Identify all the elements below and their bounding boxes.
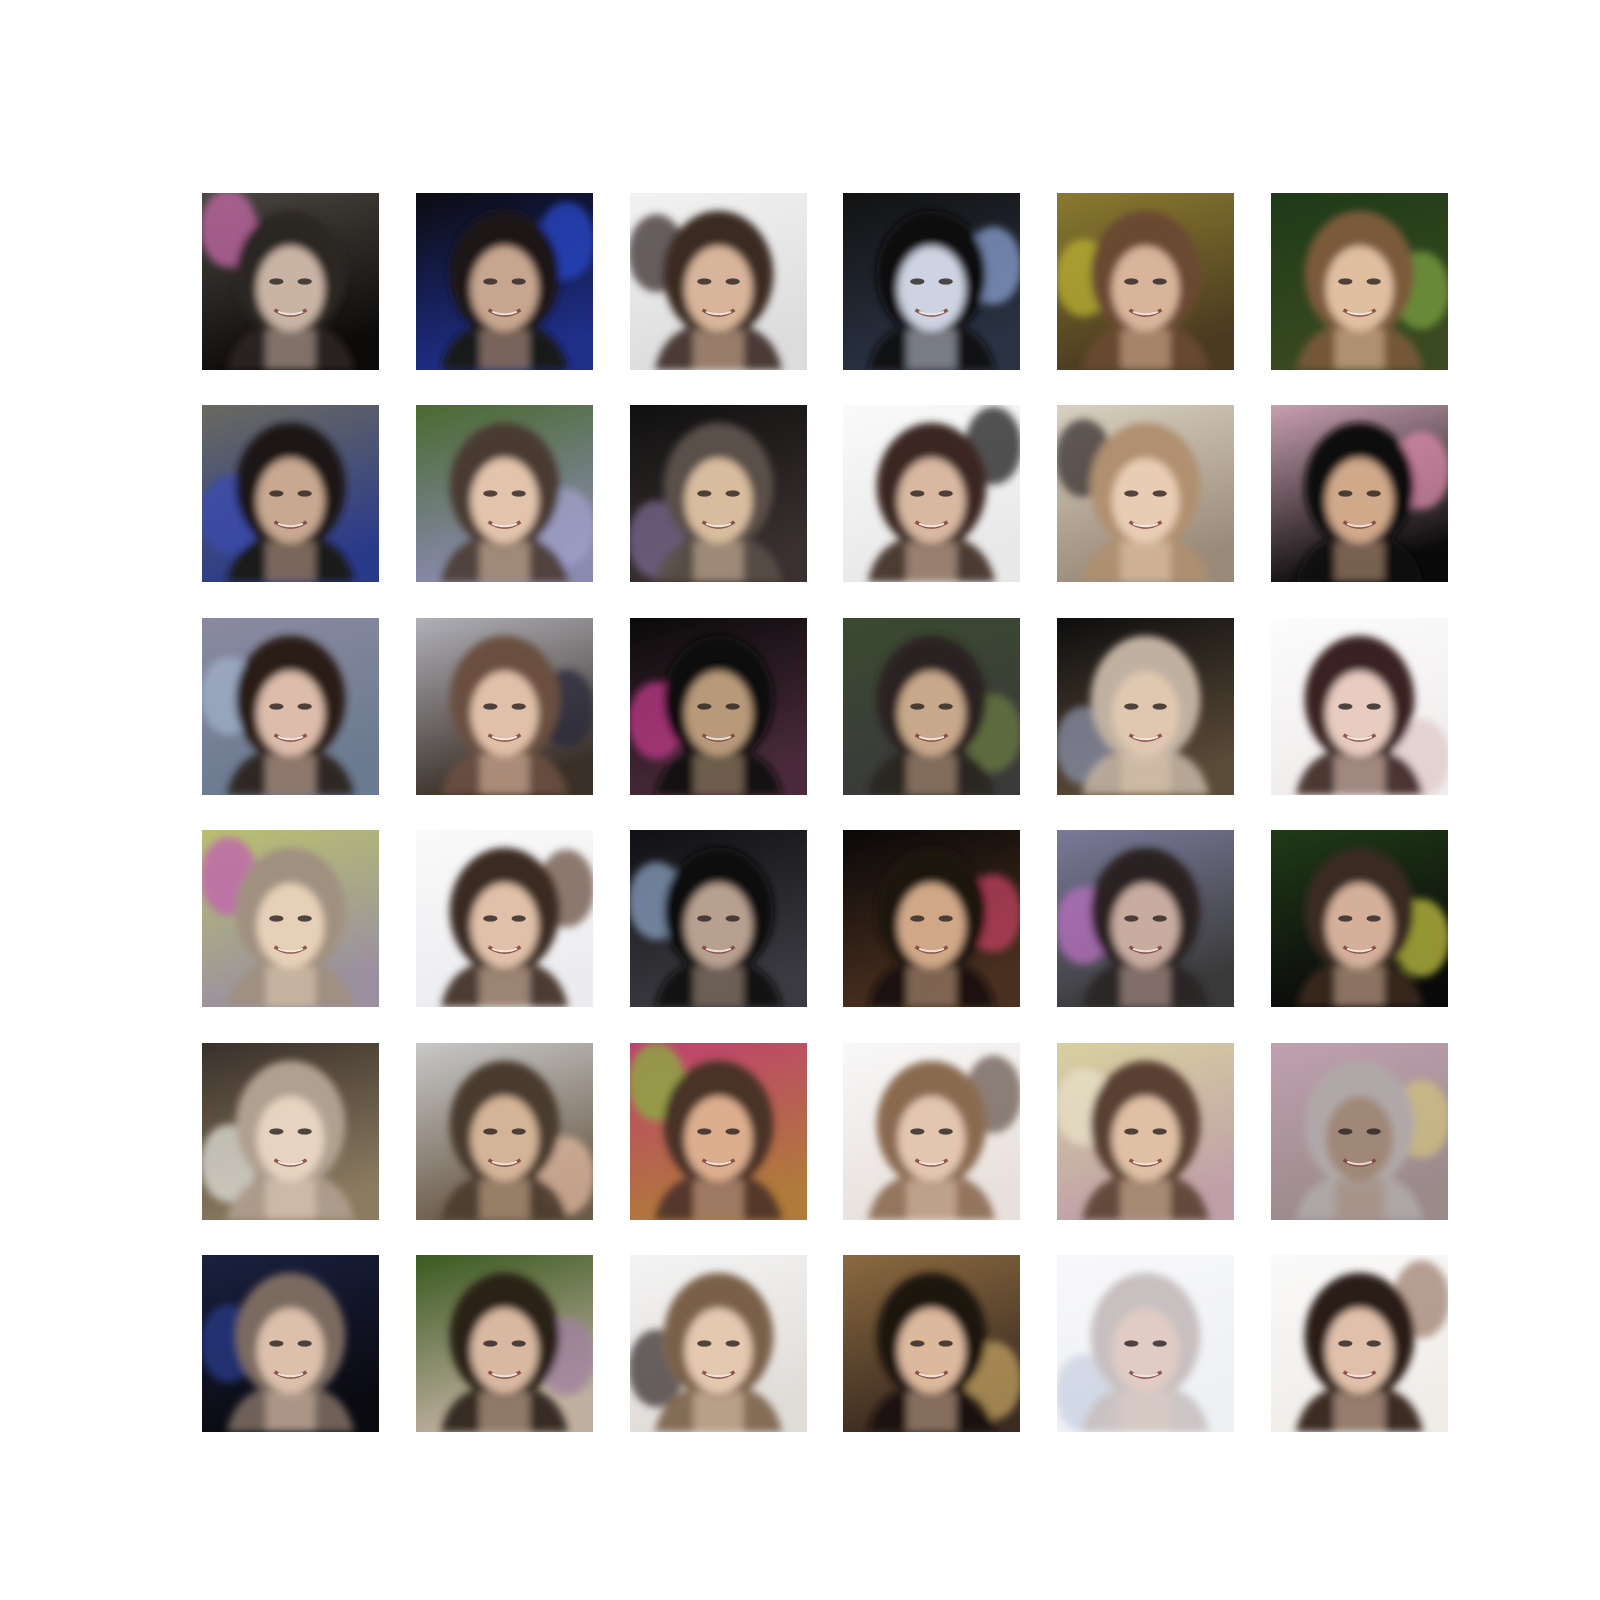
face-sample-r5-c5 [1057,1042,1235,1220]
face-sample-r1-c5 [1057,193,1235,370]
face-sample-r2-c2 [415,405,593,583]
face-sample-r3-c2 [415,617,593,795]
face-image [843,1042,1021,1220]
face-sample-r1-c4 [843,193,1021,370]
face-image [629,193,807,370]
face-sample-r3-c1 [202,617,379,795]
face-image [843,830,1021,1008]
face-sample-r6-c3 [629,1254,807,1432]
face-image [202,830,379,1008]
face-image [1270,193,1448,370]
face-sample-r5-c2 [415,1042,593,1220]
face-sample-r3-c5 [1057,617,1235,795]
face-sample-r3-c4 [843,617,1021,795]
face-sample-r4-c2 [415,830,593,1008]
face-image [1057,193,1235,370]
face-sample-r4-c6 [1270,830,1448,1008]
face-image [202,617,379,795]
face-sample-r6-c5 [1057,1254,1235,1432]
face-image [1270,617,1448,795]
face-sample-r4-c4 [843,830,1021,1008]
face-sample-r2-c1 [202,405,379,583]
face-sample-r2-c3 [629,405,807,583]
face-sample-r5-c4 [843,1042,1021,1220]
face-sample-r3-c6 [1270,617,1448,795]
face-sample-r1-c2 [415,193,593,370]
face-image [1057,405,1235,583]
face-sample-r4-c5 [1057,830,1235,1008]
face-image [1270,1042,1448,1220]
face-image [843,193,1021,370]
face-image [1057,617,1235,795]
face-image [629,830,807,1008]
face-sample-r4-c1 [202,830,379,1008]
face-sample-r1-c1 [202,193,379,370]
face-image [1057,1254,1235,1432]
face-image [843,1254,1021,1432]
generated-faces-grid [202,193,1448,1432]
face-image [415,617,593,795]
face-image [415,830,593,1008]
face-image [843,617,1021,795]
face-sample-r6-c6 [1270,1254,1448,1432]
face-sample-r6-c4 [843,1254,1021,1432]
face-sample-r2-c5 [1057,405,1235,583]
face-image [202,193,379,370]
face-image [629,405,807,583]
face-image [629,617,807,795]
face-sample-r1-c3 [629,193,807,370]
face-sample-r2-c6 [1270,405,1448,583]
face-image [1057,830,1235,1008]
face-sample-r5-c3 [629,1042,807,1220]
face-sample-r2-c4 [843,405,1021,583]
face-sample-r5-c1 [202,1042,379,1220]
face-image [1270,405,1448,583]
face-sample-r3-c3 [629,617,807,795]
face-image [415,405,593,583]
face-image [202,1042,379,1220]
face-image [1270,830,1448,1008]
face-image [415,193,593,370]
face-image [202,1254,379,1432]
face-sample-r6-c2 [415,1254,593,1432]
face-image [1057,1042,1235,1220]
face-image [629,1042,807,1220]
face-image [843,405,1021,583]
face-image [415,1042,593,1220]
face-sample-r5-c6 [1270,1042,1448,1220]
face-sample-r4-c3 [629,830,807,1008]
face-image [415,1254,593,1432]
face-sample-r6-c1 [202,1254,379,1432]
face-image [629,1254,807,1432]
face-image [1270,1254,1448,1432]
face-sample-r1-c6 [1270,193,1448,370]
face-image [202,405,379,583]
